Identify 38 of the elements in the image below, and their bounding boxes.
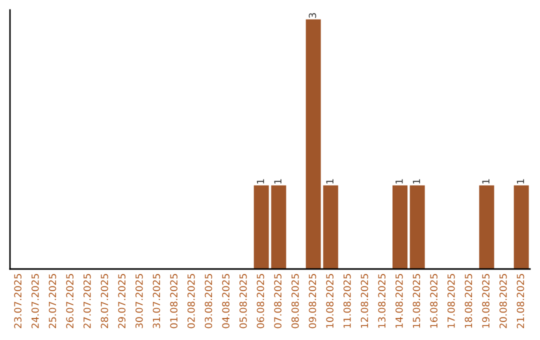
x-tick-label: 30.07.2025 — [135, 274, 143, 328]
data-label: 1 — [412, 179, 420, 184]
x-tick-label: 04.08.2025 — [222, 274, 230, 328]
x-tick-label: 18.08.2025 — [464, 274, 472, 328]
data-label: 1 — [326, 179, 334, 184]
x-tick-label: 01.08.2025 — [170, 274, 178, 328]
x-tick-label: 28.07.2025 — [100, 274, 108, 328]
data-label: 1 — [274, 179, 282, 184]
x-tick-label: 25.07.2025 — [48, 274, 56, 328]
x-tick-label: 24.07.2025 — [31, 274, 39, 328]
x-tick-label: 15.08.2025 — [412, 274, 420, 328]
data-label: 3 — [308, 13, 316, 18]
x-tick-label: 09.08.2025 — [308, 274, 316, 328]
x-tick-label: 10.08.2025 — [326, 274, 334, 328]
x-tick-label: 26.07.2025 — [66, 274, 74, 328]
x-tick-label: 03.08.2025 — [204, 274, 212, 328]
x-tick-label: 06.08.2025 — [256, 274, 264, 328]
x-tick-label: 23.07.2025 — [14, 274, 22, 328]
x-tick-label: 13.08.2025 — [378, 274, 386, 328]
x-tick-label: 27.07.2025 — [83, 274, 91, 328]
x-tick-label: 19.08.2025 — [482, 274, 490, 328]
x-tick-label: 12.08.2025 — [360, 274, 368, 328]
x-tick-label: 14.08.2025 — [395, 274, 403, 328]
data-label: 1 — [256, 179, 264, 184]
x-tick-label: 07.08.2025 — [274, 274, 282, 328]
x-tick-label: 20.08.2025 — [499, 274, 507, 328]
x-tick-label: 29.07.2025 — [118, 274, 126, 328]
x-tick-label: 17.08.2025 — [447, 274, 455, 328]
x-tick-label: 21.08.2025 — [516, 274, 524, 328]
data-label: 1 — [482, 179, 490, 184]
data-label: 1 — [396, 179, 403, 184]
x-tick-label: 31.07.2025 — [152, 274, 160, 328]
x-tick-label: 11.08.2025 — [343, 274, 351, 328]
x-tick-label: 16.08.2025 — [430, 274, 438, 328]
x-tick-label: 08.08.2025 — [291, 274, 299, 328]
data-label: 1 — [516, 179, 524, 184]
x-tick-label: 02.08.2025 — [187, 274, 195, 328]
x-tick-label: 05.08.2025 — [239, 274, 247, 328]
